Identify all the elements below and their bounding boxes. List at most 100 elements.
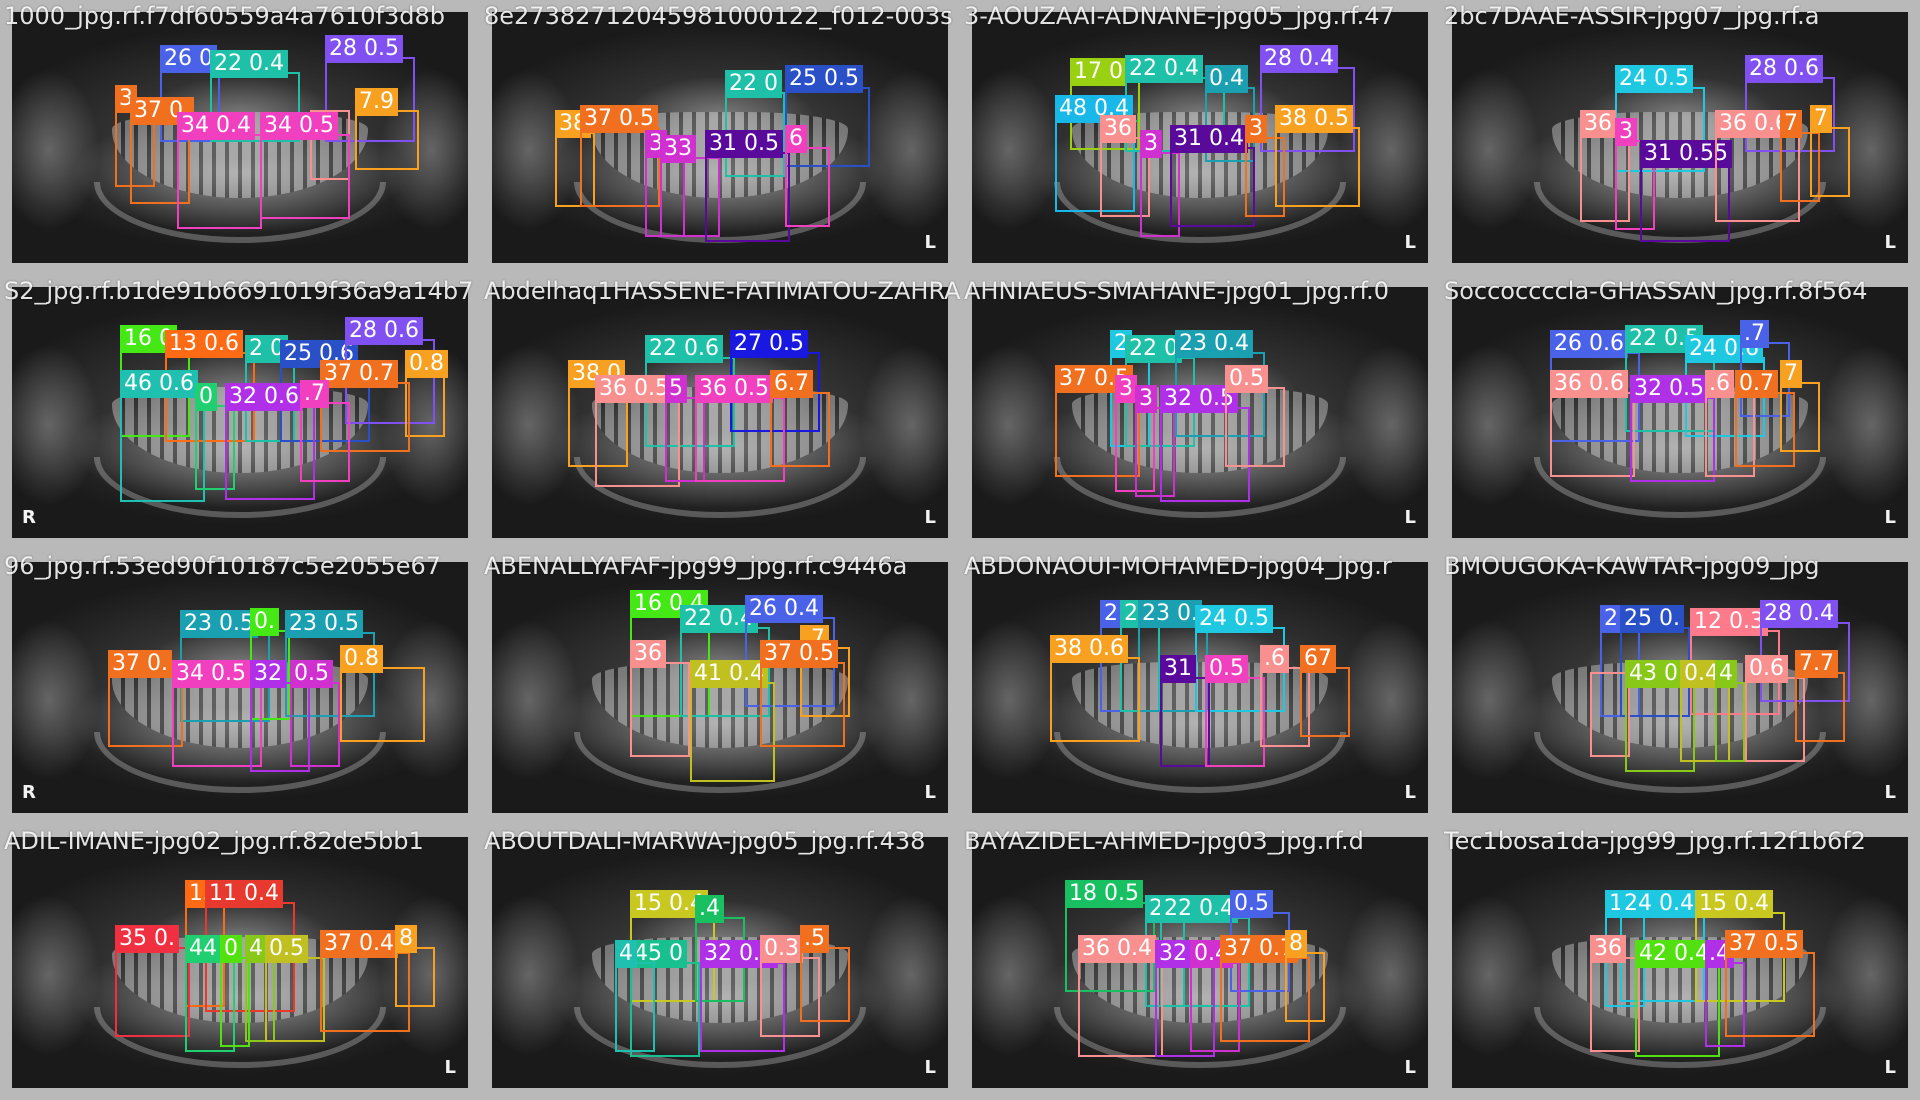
- tooth-detection-label: 48 0.4: [1055, 95, 1133, 123]
- tooth-detection-label: 0.7: [1735, 370, 1778, 398]
- side-marker: R: [22, 507, 36, 528]
- tooth-bounding-box: [340, 667, 425, 742]
- tooth-bounding-box: [265, 957, 325, 1042]
- tooth-bounding-box: [1550, 392, 1635, 477]
- tooth-detection-label: 32: [1155, 940, 1191, 968]
- tooth-detection-label: 2: [1120, 600, 1142, 628]
- tooth-bounding-box: [1715, 682, 1745, 762]
- tooth-bounding-box: [1078, 957, 1163, 1057]
- image-filename-title: AHNIAEUS-SMAHANE-jpg01_jpg.rf.0: [964, 277, 1390, 305]
- tooth-detection-label: 24 0.4: [1620, 890, 1698, 918]
- tooth-bounding-box: [355, 110, 419, 170]
- tooth-bounding-box: [1725, 952, 1815, 1037]
- tooth-detection-label: 0.5: [1225, 365, 1268, 393]
- tooth-bounding-box: [705, 152, 790, 242]
- tooth-detection-label: 7: [1780, 360, 1802, 388]
- side-marker: L: [1884, 782, 1896, 803]
- tooth-detection-label: 7.9: [355, 88, 398, 116]
- tooth-detection-label: 0.: [250, 608, 279, 636]
- tooth-bounding-box: [770, 392, 830, 467]
- image-filename-title: Abdelhaq1HASSENE-FATIMATOU-ZAHRA: [484, 277, 960, 305]
- tooth-bounding-box: [1225, 387, 1285, 467]
- tooth-bounding-box: [615, 962, 655, 1052]
- tooth-detection-label: 32: [250, 660, 286, 688]
- tooth-detection-label: 31 0.5: [705, 130, 783, 158]
- tooth-detection-label: 22 0.4: [1160, 895, 1238, 923]
- tooth-detection-label: 3: [1140, 130, 1162, 158]
- tooth-detection-label: 22 0: [1125, 335, 1182, 363]
- image-filename-title: 3-AOUZAAI-ADNANE-jpg05_jpg.rf.47: [964, 2, 1395, 30]
- tooth-detection-label: 36: [630, 640, 666, 668]
- tooth-detection-label: 24 0.5: [1195, 605, 1273, 633]
- tooth-detection-label: 28 0.6: [345, 317, 423, 345]
- tooth-detection-label: 34 0.4: [177, 112, 255, 140]
- tooth-detection-label: 8: [1285, 930, 1307, 958]
- side-marker: R: [22, 782, 36, 803]
- tooth-bounding-box: [1795, 672, 1845, 742]
- xray-tile: 2 22 0 23 0.4 37 0.5 3 3 32 0.5 0.5 L AHNIAEUS-SM…: [960, 275, 1440, 550]
- tooth-detection-label: 25 0.: [1620, 605, 1684, 633]
- tooth-detection-label: 28 0.4: [1260, 45, 1338, 73]
- tooth-detection-label: 37 0.5: [760, 640, 838, 668]
- tooth-bounding-box: [1630, 397, 1715, 482]
- tooth-bounding-box: [800, 947, 850, 1022]
- tooth-detection-label: 7: [1780, 110, 1802, 138]
- xray-tile: 16 0 13 0.6 2 0 25 0.6 28 0.6 0.8 37 0.7 46 0.6…: [0, 275, 480, 550]
- tooth-detection-label: 4: [1715, 660, 1737, 688]
- image-filename-title: ABOUTDALI-MARWA-jpg05_jpg.rf.438: [484, 827, 926, 855]
- tooth-bounding-box: [1205, 677, 1265, 767]
- tooth-detection-label: 31 0.4: [1170, 125, 1248, 153]
- tooth-detection-label: 2: [1600, 605, 1622, 633]
- tooth-detection-label: 46 0.6: [120, 370, 198, 398]
- side-marker: L: [1884, 507, 1896, 528]
- tooth-detection-label: 0.8: [405, 350, 448, 378]
- tooth-detection-label: 32 0.6: [225, 383, 303, 411]
- tooth-detection-label: 0: [220, 935, 242, 963]
- tooth-detection-label: 26 0.4: [745, 595, 823, 623]
- tooth-bounding-box: [1275, 127, 1360, 207]
- tooth-detection-label: 22 0.6: [645, 335, 723, 363]
- tooth-detection-label: 36: [1580, 110, 1616, 138]
- tooth-detection-label: 45 0: [630, 940, 687, 968]
- side-marker: L: [924, 782, 936, 803]
- tooth-detection-label: .6: [1260, 645, 1289, 673]
- tooth-detection-label: .6: [1705, 370, 1734, 398]
- tooth-detection-label: 23 0.5: [180, 610, 258, 638]
- xray-tile: 13 11 0.4 35 0. 44 0 4 0.5 37 0.4 8 L ADIL-IMANE-j…: [0, 825, 480, 1100]
- tooth-detection-label: 38 0.5: [1275, 105, 1353, 133]
- tooth-detection-label: 6: [785, 125, 807, 153]
- tooth-detection-label: 3: [1245, 115, 1267, 143]
- xray-tile: 22 0 25 0.5 38 37 0.5 3 33 31 0.5 6 L 8e273827120…: [480, 0, 960, 275]
- tooth-bounding-box: [1780, 382, 1820, 452]
- tooth-detection-label: .7: [1740, 320, 1769, 348]
- tooth-bounding-box: [1050, 657, 1140, 742]
- tooth-detection-label: 36 0.4: [1078, 935, 1156, 963]
- tooth-detection-label: 15 0.4: [1695, 890, 1773, 918]
- tooth-detection-label: .4: [695, 895, 724, 923]
- xray-tile: 26 0 22 0.4 28 0.5 3 37 0. 7.9 34 0.4 34 0.5 100…: [0, 0, 480, 275]
- tooth-detection-label: 0: [195, 383, 217, 411]
- tooth-detection-label: 11 0.4: [205, 880, 283, 908]
- tooth-detection-label: 36 0.5: [595, 375, 673, 403]
- tooth-detection-label: 0.5: [1205, 655, 1248, 683]
- tooth-bounding-box: [630, 662, 690, 757]
- tooth-detection-label: 0.5: [1230, 890, 1273, 918]
- tooth-detection-label: 22 0.4: [680, 605, 758, 633]
- tooth-detection-label: 23 0.5: [285, 610, 363, 638]
- tooth-detection-label: 6.7: [770, 370, 813, 398]
- tooth-bounding-box: [260, 134, 350, 219]
- tooth-bounding-box: [395, 947, 435, 1007]
- side-marker: L: [924, 1057, 936, 1078]
- tooth-detection-label: 37 0.7: [320, 360, 398, 388]
- tooth-detection-label: 36: [1590, 935, 1626, 963]
- tooth-detection-label: 0.6: [1745, 655, 1788, 683]
- tooth-detection-label: 7: [1810, 105, 1832, 133]
- tooth-detection-label: 24 0.5: [1615, 65, 1693, 93]
- tooth-detection-label: 3: [1135, 385, 1157, 413]
- tooth-bounding-box: [290, 682, 340, 767]
- side-marker: L: [1404, 1057, 1416, 1078]
- tooth-detection-label: 4: [245, 935, 267, 963]
- side-marker: L: [1404, 507, 1416, 528]
- xray-tile: 23 0.5 0. 23 0.5 37 0. 34 0.5 32 0.5 0.8 R 96_jpg…: [0, 550, 480, 825]
- tooth-detection-label: 12 0.3: [1690, 608, 1768, 636]
